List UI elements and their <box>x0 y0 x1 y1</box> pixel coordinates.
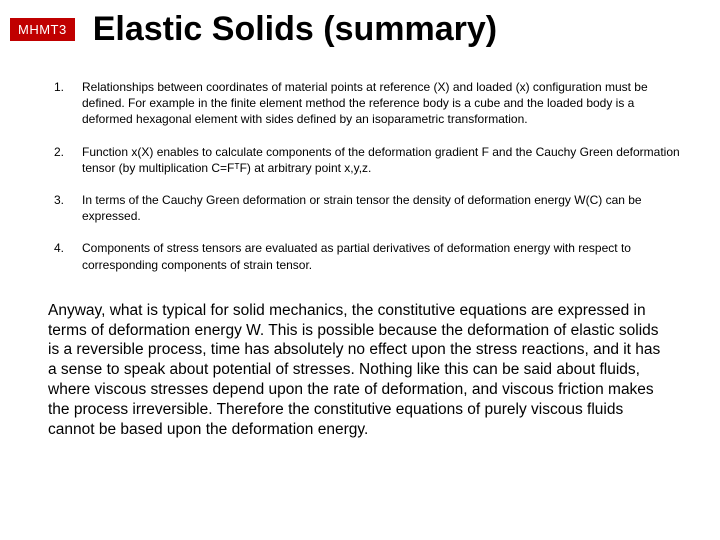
list-text: In terms of the Cauchy Green deformation… <box>82 192 686 224</box>
slide-header: MHMT3 Elastic Solids (summary) <box>0 0 720 49</box>
list-item: 2. Function x(X) enables to calculate co… <box>54 144 686 176</box>
list-item: 4. Components of stress tensors are eval… <box>54 240 686 272</box>
summary-paragraph: Anyway, what is typical for solid mechan… <box>48 301 672 440</box>
list-number: 4. <box>54 240 82 272</box>
list-text: Relationships between coordinates of mat… <box>82 79 686 128</box>
list-item: 1. Relationships between coordinates of … <box>54 79 686 128</box>
list-text: Components of stress tensors are evaluat… <box>82 240 686 272</box>
list-text: Function x(X) enables to calculate compo… <box>82 144 686 176</box>
numbered-list: 1. Relationships between coordinates of … <box>54 79 686 273</box>
list-number: 3. <box>54 192 82 224</box>
slide-title: Elastic Solids (summary) <box>93 10 497 49</box>
list-item: 3. In terms of the Cauchy Green deformat… <box>54 192 686 224</box>
course-badge: MHMT3 <box>10 18 75 41</box>
list-number: 2. <box>54 144 82 176</box>
list-number: 1. <box>54 79 82 128</box>
